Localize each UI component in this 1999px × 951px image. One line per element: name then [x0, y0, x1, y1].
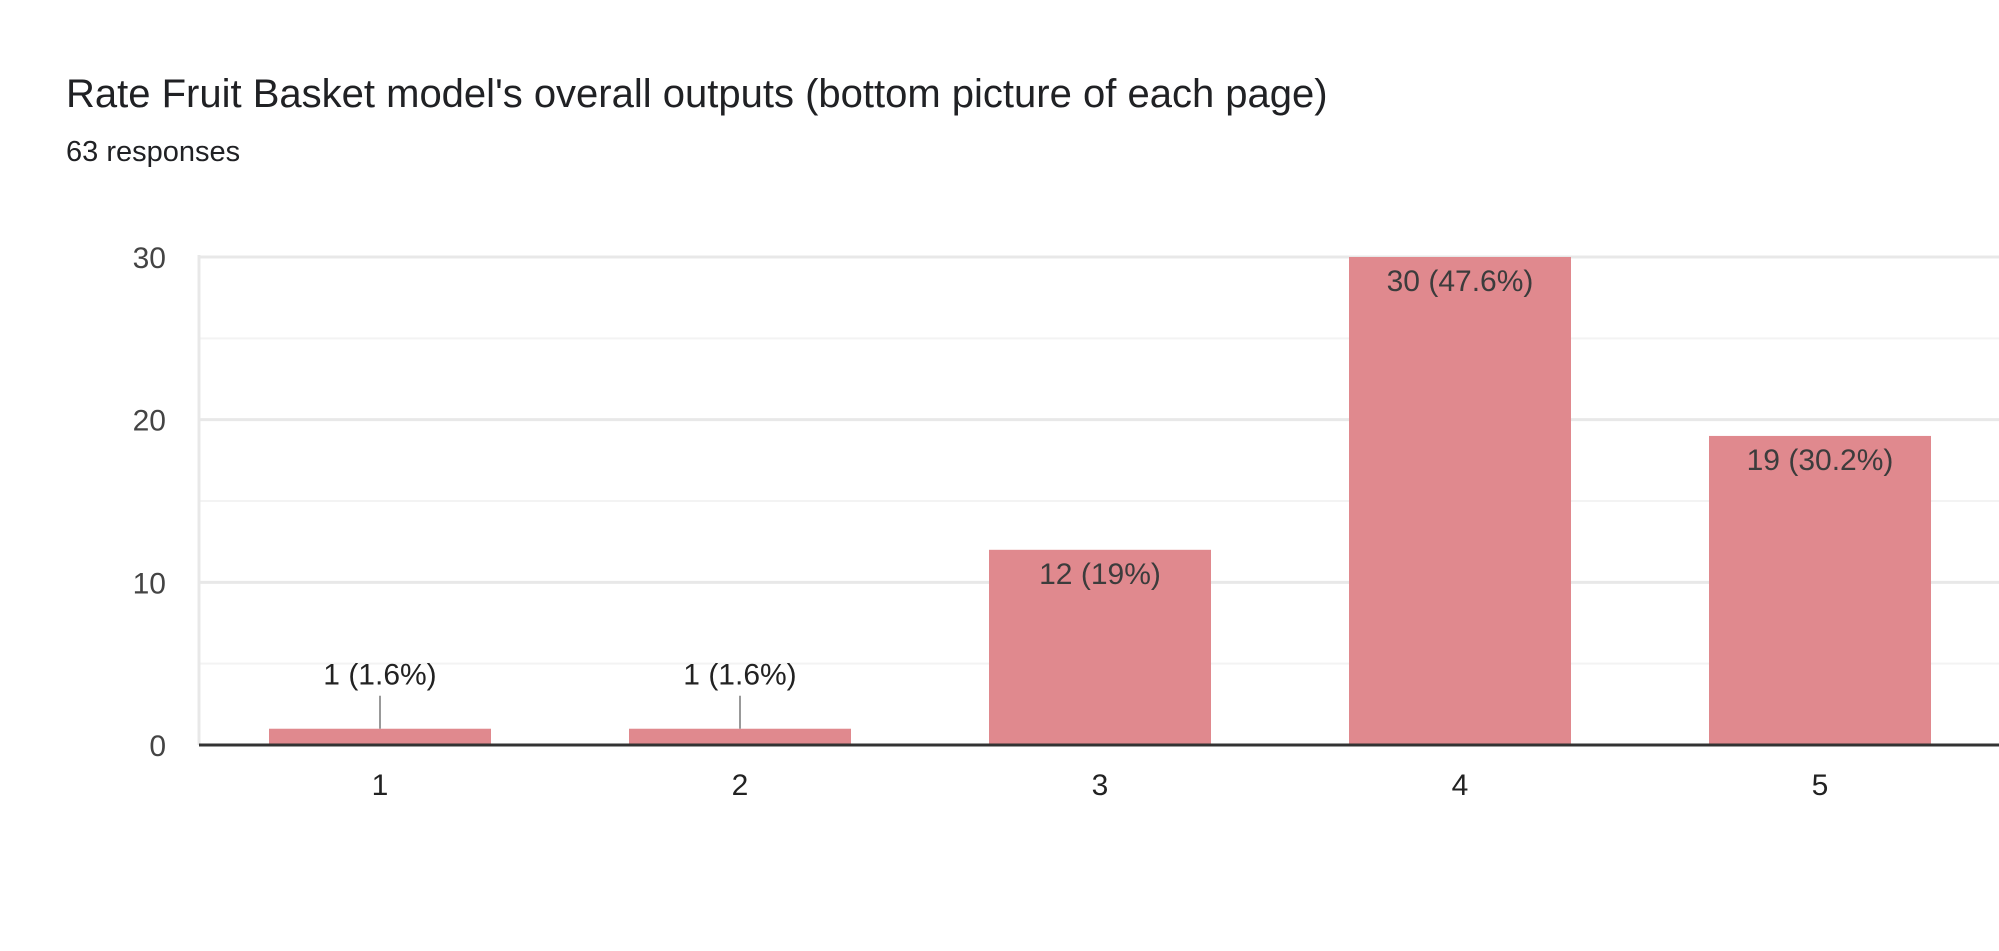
x-tick-label: 3	[1092, 769, 1109, 802]
bar-2	[629, 728, 851, 745]
data-label: 19 (30.2%)	[1747, 444, 1894, 477]
y-tick-label: 0	[149, 730, 166, 763]
bar-5	[1709, 435, 1931, 745]
x-tick-label: 2	[732, 769, 749, 802]
data-label: 30 (47.6%)	[1387, 265, 1534, 298]
y-tick-label: 10	[133, 567, 166, 600]
data-label: 12 (19%)	[1039, 558, 1161, 591]
bar-3	[989, 549, 1211, 745]
bar-4	[1349, 257, 1571, 745]
x-tick-label: 4	[1452, 769, 1469, 802]
data-label: 1 (1.6%)	[683, 659, 796, 692]
bar-1	[269, 728, 491, 745]
x-tick-label: 1	[372, 769, 389, 802]
chart-title: Rate Fruit Basket model's overall output…	[66, 72, 1328, 116]
y-tick-label: 30	[133, 242, 166, 275]
x-tick-label: 5	[1812, 769, 1829, 802]
data-label: 1 (1.6%)	[323, 659, 436, 692]
y-tick-label: 20	[133, 405, 166, 438]
response-count: 63 responses	[66, 136, 241, 168]
